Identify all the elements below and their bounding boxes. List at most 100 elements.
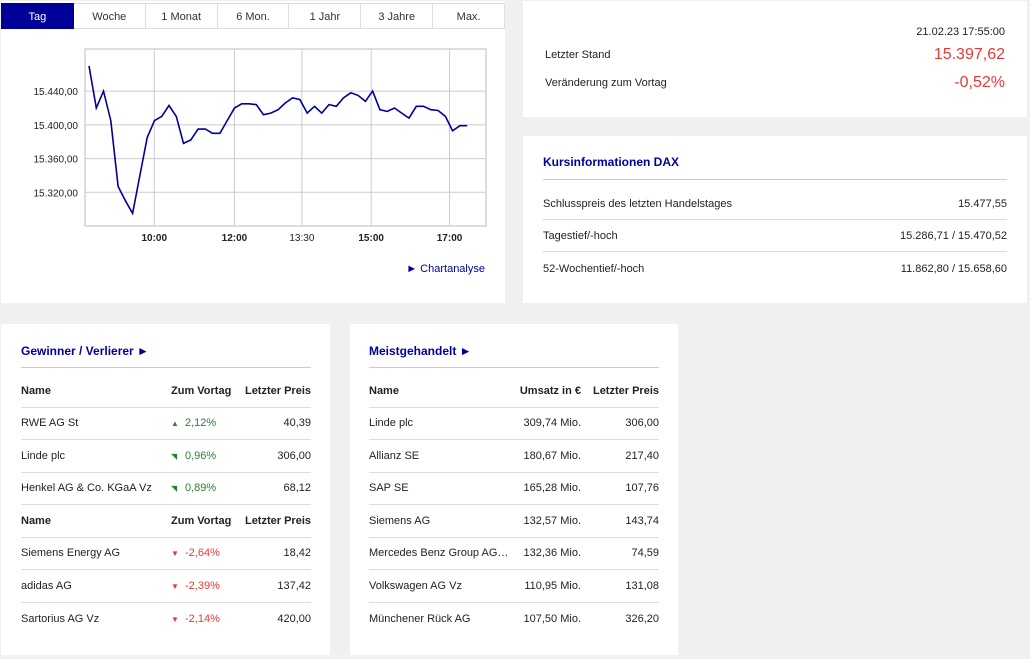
stock-name: Linde plc xyxy=(369,417,414,430)
table-row[interactable]: Siemens AG 132,57 Mio. 143,74 xyxy=(369,505,659,538)
y-tick-label: 15.400,00 xyxy=(34,121,79,132)
info-row: 52-Wochentief/-hoch 11.862,80 / 15.658,6… xyxy=(543,253,1007,285)
tab-4[interactable]: 1 Jahr xyxy=(289,3,362,29)
series-line xyxy=(88,65,468,216)
title-divider xyxy=(369,367,659,368)
table-row[interactable]: Münchener Rück AG 107,50 Mio. 326,20 xyxy=(369,603,659,636)
info-row: Schlusspreis des letzten Handelstages 15… xyxy=(543,188,1007,220)
table-header-row: Name Zum Vortag Letzter Preis xyxy=(21,505,311,538)
tab-0[interactable]: Tag xyxy=(1,3,74,29)
info-row: Tagestief/-hoch 15.286,71 / 15.470,52 xyxy=(543,220,1007,252)
col-price-header: Letzter Preis xyxy=(244,514,311,527)
table-header-row: Name Zum Vortag Letzter Preis xyxy=(21,375,311,408)
price-cell: 420,00 xyxy=(277,612,311,625)
price-cell: 306,00 xyxy=(625,417,659,430)
stock-name: Sartorius AG Vz xyxy=(21,612,100,625)
col-name-header: Name xyxy=(369,384,399,397)
stock-name: Henkel AG & Co. KGaA Vz xyxy=(21,482,152,495)
tab-6[interactable]: Max. xyxy=(433,3,506,29)
price-cell: 74,59 xyxy=(631,547,659,560)
price-cell: 40,39 xyxy=(283,417,311,430)
table-row[interactable]: Linde plc 309,74 Mio. 306,00 xyxy=(369,408,659,440)
stock-name: Siemens Energy AG xyxy=(21,547,121,560)
change-value: -0,52% xyxy=(954,74,1005,91)
price-cell: 143,74 xyxy=(625,514,659,527)
change-value: -2,14% xyxy=(185,612,220,625)
change-value: -2,39% xyxy=(185,579,220,592)
table-row[interactable]: RWE AG St ▲ 2,12% 40,39 xyxy=(21,408,311,440)
stock-name: SAP SE xyxy=(369,482,409,495)
tab-3[interactable]: 6 Mon. xyxy=(217,3,290,29)
col-price-header: Letzter Preis xyxy=(244,384,311,397)
timeframe-tabs: Tag Woche 1 Monat 6 Mon. 1 Jahr 3 Jahre Max. xyxy=(1,3,506,29)
table-row[interactable]: Henkel AG & Co. KGaA Vz ◥ 0,89% 68,12 xyxy=(21,473,311,505)
info-value: 15.477,55 xyxy=(958,198,1007,210)
table-row[interactable]: Sartorius AG Vz ▼ -2,14% 420,00 xyxy=(21,603,311,636)
price-cell: 326,20 xyxy=(625,612,659,625)
col-umsatz-header: Umsatz in € xyxy=(519,384,581,397)
info-value: 15.286,71 / 15.470,52 xyxy=(899,230,1007,242)
table-header-row: Name Umsatz in € Letzter Preis xyxy=(369,375,659,408)
last-price-value: 15.397,62 xyxy=(933,46,1005,63)
chartanalyse-link[interactable]: ► Chartanalyse xyxy=(406,263,485,275)
umsatz-cell: 107,50 Mio. xyxy=(523,612,581,625)
price-cell: 68,12 xyxy=(283,482,311,495)
table-row[interactable]: Siemens Energy AG ▼ -2,64% 18,42 xyxy=(21,538,311,570)
tab-1[interactable]: Woche xyxy=(73,3,146,29)
col-change-header: Zum Vortag xyxy=(171,514,232,527)
stock-name: RWE AG St xyxy=(21,417,79,430)
arrow-down-icon: ▼ xyxy=(171,614,179,624)
col-change-header: Zum Vortag xyxy=(171,384,232,397)
change-label: Veränderung zum Vortag xyxy=(545,77,667,89)
tab-2[interactable]: 1 Monat xyxy=(145,3,218,29)
price-cell: 107,76 xyxy=(625,482,659,495)
umsatz-cell: 132,36 Mio. xyxy=(523,547,581,560)
quote-panel: 21.02.23 17:55:00 Letzter Stand 15.397,6… xyxy=(523,1,1027,117)
kursinformationen-title: Kursinformationen DAX xyxy=(543,155,680,169)
change-value: 2,12% xyxy=(185,417,217,430)
price-cell: 18,42 xyxy=(283,547,311,560)
x-tick-label: 17:00 xyxy=(437,233,463,244)
arrow-down-icon: ▼ xyxy=(171,549,179,559)
meistgehandelt-table: Name Umsatz in € Letzter Preis Linde plc 309… xyxy=(369,375,659,635)
tab-5[interactable]: 3 Jahre xyxy=(361,3,434,29)
arrow-up-icon: ◥ xyxy=(171,451,178,461)
price-cell: 217,40 xyxy=(625,449,659,462)
x-tick-label: 10:00 xyxy=(141,233,167,244)
x-tick-label: 15:00 xyxy=(358,233,384,244)
title-divider xyxy=(21,367,311,368)
table-row[interactable]: Linde plc ◥ 0,96% 306,00 xyxy=(21,440,311,473)
umsatz-cell: 110,95 Mio. xyxy=(524,579,581,592)
info-value: 11.862,80 / 15.658,60 xyxy=(900,263,1007,275)
table-row[interactable]: adidas AG ▼ -2,39% 137,42 xyxy=(21,570,311,603)
info-label: Tagestief/-hoch xyxy=(543,230,618,242)
col-price-header: Letzter Preis xyxy=(592,384,659,397)
arrow-down-icon: ▼ xyxy=(171,581,179,591)
stock-name: adidas AG xyxy=(21,579,72,592)
price-cell: 137,42 xyxy=(277,579,311,592)
title-divider xyxy=(543,179,1007,180)
change-cell: ▼ -2,64% xyxy=(171,547,241,559)
y-tick-label: 15.320,00 xyxy=(34,188,79,199)
stock-name: Volkswagen AG Vz xyxy=(369,579,462,592)
meistgehandelt-title[interactable]: Meistgehandelt ► xyxy=(369,344,472,358)
gewinner-verlierer-title[interactable]: Gewinner / Verlierer ► xyxy=(21,344,149,358)
table-row[interactable]: Volkswagen AG Vz 110,95 Mio. 131,08 xyxy=(369,570,659,603)
price-cell: 306,00 xyxy=(277,449,311,462)
table-row[interactable]: Allianz SE 180,67 Mio. 217,40 xyxy=(369,440,659,473)
gewinner-verlierer-table: Name Zum Vortag Letzter Preis RWE AG St ▲ 2,1… xyxy=(21,375,311,635)
change-cell: ◥ 0,89% xyxy=(171,482,241,494)
chart-panel: Tag Woche 1 Monat 6 Mon. 1 Jahr 3 Jahre Max. 1… xyxy=(1,1,506,303)
stock-name: Linde plc xyxy=(21,449,66,462)
change-value: 0,96% xyxy=(185,449,217,462)
umsatz-cell: 132,57 Mio. xyxy=(523,514,581,527)
y-tick-label: 15.440,00 xyxy=(34,87,79,98)
x-tick-label: 12:00 xyxy=(222,233,248,244)
arrow-up-icon: ▲ xyxy=(171,419,179,429)
change-cell: ▲ 2,12% xyxy=(171,417,241,429)
table-row[interactable]: Mercedes Benz Group AG… 132,36 Mio. 74,59 xyxy=(369,538,659,570)
last-price-label: Letzter Stand xyxy=(545,49,611,61)
col-name-header: Name xyxy=(21,384,51,397)
kursinformationen-panel: Kursinformationen DAX Schlusspreis des l… xyxy=(523,136,1027,303)
table-row[interactable]: SAP SE 165,28 Mio. 107,76 xyxy=(369,473,659,505)
